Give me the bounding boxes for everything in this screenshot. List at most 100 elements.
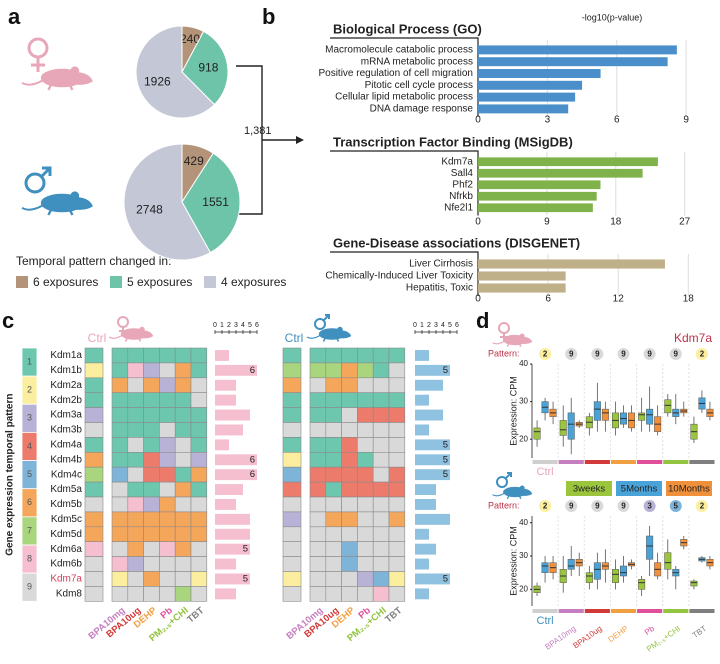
heatmap-cell (372, 571, 390, 587)
heatmap-cell (388, 362, 406, 379)
heatmap-cell (309, 481, 327, 498)
heatmap-cell (111, 392, 129, 408)
pie-slice (181, 30, 229, 106)
heatmap-cell (190, 466, 208, 483)
y-tick-label: 20 (519, 434, 528, 443)
gene-label: Kdm2b (50, 395, 82, 406)
heatmap-cell (372, 481, 390, 498)
legend-label: 3weeks (573, 484, 605, 495)
heatmap-cell (111, 437, 129, 453)
heatmap-cell (309, 571, 327, 587)
gene-label: Kdm1a (50, 350, 82, 361)
heatmap-cell (372, 422, 390, 438)
heatmap-cell (159, 362, 176, 379)
category-label: Positive regulation of cell migration (318, 68, 473, 79)
pattern-value: 2 (700, 502, 705, 511)
gene-label: Kdm5a (50, 484, 82, 495)
heatmap-cell (159, 586, 176, 602)
heatmap-cell (190, 422, 208, 438)
group-strip (663, 609, 689, 613)
group-strip (532, 609, 558, 613)
heatmap-cell (357, 392, 374, 408)
heatmap-cell (143, 407, 160, 423)
x-tick-label: 4 (241, 322, 245, 329)
count-bar (215, 409, 250, 421)
pattern-value: 5 (674, 502, 679, 511)
panel-label: b (262, 4, 275, 29)
chart-title: Gene-Disease associations (DISGENET) (333, 235, 580, 250)
heatmap-cell (282, 466, 302, 483)
pie-slice (135, 25, 216, 119)
box-body (646, 408, 654, 425)
heatmap-cell (84, 347, 104, 364)
heatmap-cell (159, 511, 176, 528)
heatmap-cell (341, 541, 358, 557)
count-bar (415, 350, 429, 361)
heatmap-cell (174, 437, 192, 453)
heatmap-cell (372, 556, 390, 572)
bar (478, 168, 643, 178)
heatmap-cell (282, 362, 302, 379)
heatmap-cell (111, 496, 129, 513)
male-mouse-icon (306, 326, 352, 343)
pattern-value: 9 (595, 502, 600, 511)
heatmap-cell (84, 466, 104, 483)
value-label: 6 (250, 454, 255, 465)
heatmap-cell (309, 347, 327, 364)
category-label: Kdm7a (441, 156, 473, 167)
heatmap-cell (357, 541, 374, 557)
heatmap-cell (159, 541, 176, 557)
count-bar (415, 469, 450, 481)
heatmap-cell (84, 362, 104, 379)
heatmap-cell (388, 377, 406, 393)
count-bar (415, 379, 443, 391)
chart-title: Transcription Factor Binding (MSigDB) (333, 134, 573, 149)
heatmap-cell (111, 526, 129, 542)
x-tick-label: 0 (475, 217, 481, 228)
heatmap-cell (190, 451, 208, 468)
heatmap-cell (84, 422, 104, 438)
heatmap-cell (325, 392, 342, 408)
heatmap-cell (325, 511, 342, 528)
value-label: 6 (250, 365, 255, 376)
pattern-badge (695, 500, 708, 512)
heatmap-cell (372, 437, 390, 453)
female-mouse-icon (108, 326, 154, 343)
group-label: BPA10mg (543, 624, 577, 652)
heatmap-cell (388, 511, 406, 528)
heatmap-cell (143, 466, 160, 483)
heatmap-cell (388, 422, 406, 438)
count-bar (415, 528, 429, 540)
box-body (664, 552, 672, 570)
female-symbol (498, 322, 510, 341)
group-label: DEHP (606, 624, 629, 644)
heatmap-cell (357, 347, 374, 364)
count-bar (415, 543, 436, 555)
gene-label: Kdm2a (50, 380, 82, 391)
heatmap-cell (84, 526, 104, 542)
heatmap-cell (325, 362, 342, 379)
heatmap-cell (388, 526, 406, 542)
x-tick-label: 27 (679, 217, 691, 228)
male-symbol (24, 166, 52, 194)
heatmap-cell (127, 392, 144, 408)
heatmap-cell (282, 422, 302, 438)
heatmap-cell (127, 586, 144, 602)
heatmap-cell (111, 362, 129, 379)
bar (478, 157, 658, 167)
category-label: Cellular lipid metabolic process (335, 92, 473, 103)
box-body (601, 408, 609, 421)
legend-swatch (16, 276, 28, 288)
pattern-number: 1 (27, 356, 32, 366)
x-tick-label: 3 (545, 115, 551, 126)
pattern-badge (565, 500, 578, 512)
pattern-value: 2 (543, 350, 548, 359)
category-label: Nfe2l1 (444, 202, 473, 213)
heatmap-cell (84, 451, 104, 468)
heatmap-cell (309, 377, 327, 393)
male-symbol (314, 314, 330, 330)
pattern-value: 9 (595, 350, 600, 359)
heatmap-cell (372, 392, 390, 408)
x-tick-label: 1 (420, 322, 424, 329)
